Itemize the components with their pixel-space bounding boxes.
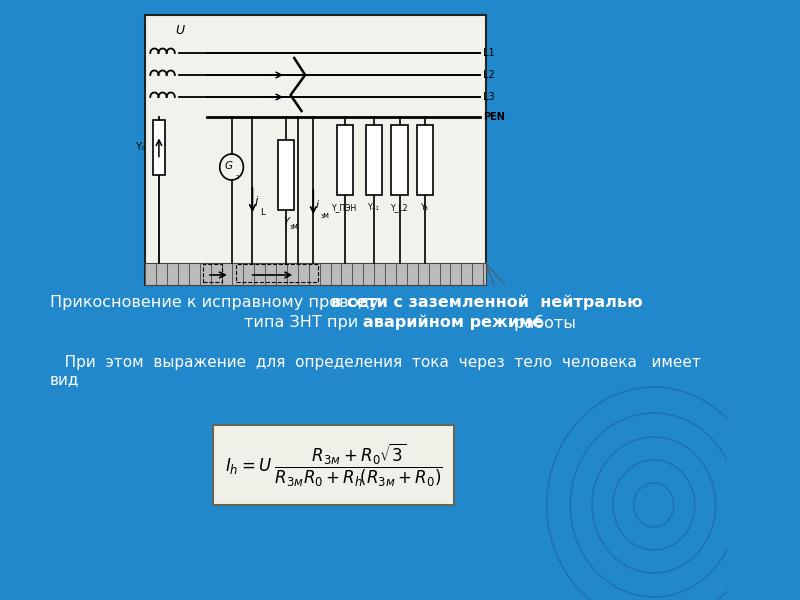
Bar	[202, 264, 222, 282]
Bar	[153, 120, 166, 175]
Text: L3: L3	[483, 92, 494, 102]
Text: Y₋₁: Y₋₁	[368, 203, 380, 212]
Text: работы: работы	[509, 315, 575, 331]
Text: ₂: ₂	[235, 172, 238, 181]
Bar	[278, 140, 294, 210]
Text: аварийном режиме: аварийном режиме	[363, 315, 543, 331]
Bar	[146, 15, 486, 285]
Bar	[214, 425, 454, 505]
Text: L: L	[260, 208, 265, 217]
Text: Y: Y	[283, 217, 289, 227]
Bar	[366, 125, 382, 195]
Text: ₃м: ₃м	[321, 211, 330, 220]
Text: L1: L1	[483, 48, 494, 58]
Text: L2: L2	[483, 70, 495, 80]
Text: İ: İ	[254, 198, 258, 208]
Text: U: U	[175, 24, 184, 37]
Text: в сети с заземленной  нейтралью: в сети с заземленной нейтралью	[331, 295, 643, 311]
Text: G: G	[225, 161, 233, 171]
Bar	[417, 125, 433, 195]
Text: ₃м: ₃м	[290, 222, 298, 231]
Text: $I_h = U\;\dfrac{R_{3м}+R_0\sqrt{3}}{R_{3м}R_0+R_h\!\left(R_{3м}+R_0\right)}$: $I_h = U\;\dfrac{R_{3м}+R_0\sqrt{3}}{R_{…	[225, 442, 442, 488]
Text: i: i	[315, 200, 318, 210]
Bar	[236, 264, 318, 282]
Bar	[337, 125, 354, 195]
Text: PEN: PEN	[483, 112, 505, 122]
Text: вид: вид	[50, 372, 79, 387]
Text: Y₃: Y₃	[421, 203, 429, 212]
Text: Y_L2: Y_L2	[391, 203, 408, 212]
Text: При  этом  выражение  для  определения  тока  через  тело  человека   имеет: При этом выражение для определения тока …	[50, 355, 701, 370]
Bar	[391, 125, 408, 195]
Text: Y₀: Y₀	[134, 142, 146, 152]
Text: Прикосновение к исправному проводу: Прикосновение к исправному проводу	[50, 295, 384, 310]
Bar	[146, 263, 486, 285]
Text: типа ЗНТ при: типа ЗНТ при	[244, 315, 363, 330]
Text: Y_ПЭН: Y_ПЭН	[333, 203, 358, 212]
